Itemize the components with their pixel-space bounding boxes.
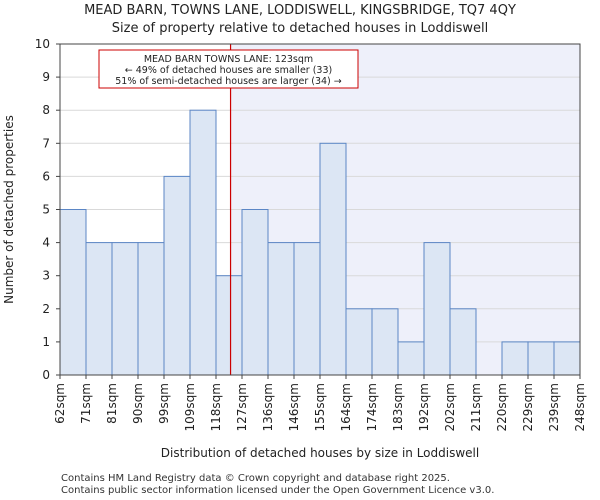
bar (189, 109, 217, 376)
x-tick-label: 99sqm (157, 383, 171, 424)
y-axis-label: Number of detached properties (2, 115, 16, 304)
x-tick-label: 174sqm (365, 383, 379, 431)
x-tick-label: 118sqm (209, 383, 223, 431)
bar (85, 242, 113, 376)
x-tick-label: 136sqm (261, 383, 275, 431)
bar (553, 341, 581, 376)
x-tick-label: 62sqm (53, 383, 67, 424)
bar (293, 242, 321, 376)
bar (59, 209, 87, 376)
x-tick-label: 211sqm (469, 383, 483, 431)
x-tick-label: 90sqm (131, 383, 145, 424)
x-tick-label: 220sqm (495, 383, 509, 431)
x-tick-label: 164sqm (339, 383, 353, 431)
y-tick-label: 8 (42, 103, 50, 117)
bar (163, 175, 191, 376)
x-tick-label: 239sqm (547, 383, 561, 431)
y-tick-label: 6 (42, 169, 50, 183)
chart-title-line2: Size of property relative to detached ho… (111, 21, 489, 36)
x-tick-label: 127sqm (235, 383, 249, 431)
bar (241, 209, 269, 376)
x-tick-label: 146sqm (287, 383, 301, 431)
footer-line2: Contains public sector information licen… (61, 485, 495, 496)
x-tick-label: 109sqm (183, 383, 197, 431)
bar (319, 142, 347, 376)
bar (371, 308, 399, 376)
y-tick-label: 10 (35, 37, 50, 51)
bar (215, 275, 243, 376)
x-tick-label: 229sqm (521, 383, 535, 431)
x-tick-label: 183sqm (391, 383, 405, 431)
annotation-line3: 51% of semi-detached houses are larger (… (115, 76, 342, 87)
annotation-box (98, 49, 359, 89)
x-tick-label: 71sqm (79, 383, 93, 424)
bar (267, 242, 295, 376)
bar (137, 242, 165, 376)
y-tick-label: 1 (42, 335, 50, 349)
bar (111, 242, 139, 376)
y-tick-label: 4 (42, 236, 50, 250)
x-axis-label: Distribution of detached houses by size … (161, 446, 479, 460)
bar (423, 242, 451, 376)
chart-title-line1: MEAD BARN, TOWNS LANE, LODDISWELL, KINGS… (84, 3, 516, 18)
x-tick-label: 248sqm (573, 383, 587, 431)
bar (527, 341, 555, 376)
y-tick-label: 0 (42, 368, 50, 382)
x-tick-label: 202sqm (443, 383, 457, 431)
y-tick-label: 7 (42, 136, 50, 150)
x-tick-label: 155sqm (313, 383, 327, 431)
y-tick-label: 2 (42, 302, 50, 316)
footer-line1: Contains HM Land Registry data © Crown c… (61, 473, 450, 484)
bar (397, 341, 425, 376)
y-tick-label: 5 (42, 203, 50, 217)
bar (501, 341, 529, 376)
y-tick-label: 3 (42, 269, 50, 283)
y-tick-label: 9 (42, 70, 50, 84)
x-tick-label: 192sqm (417, 383, 431, 431)
x-tick-label: 81sqm (105, 383, 119, 424)
bar (449, 308, 477, 376)
annotation-line1: MEAD BARN TOWNS LANE: 123sqm (144, 54, 313, 65)
annotation-line2: ← 49% of detached houses are smaller (33… (125, 65, 332, 76)
bar (345, 308, 373, 376)
